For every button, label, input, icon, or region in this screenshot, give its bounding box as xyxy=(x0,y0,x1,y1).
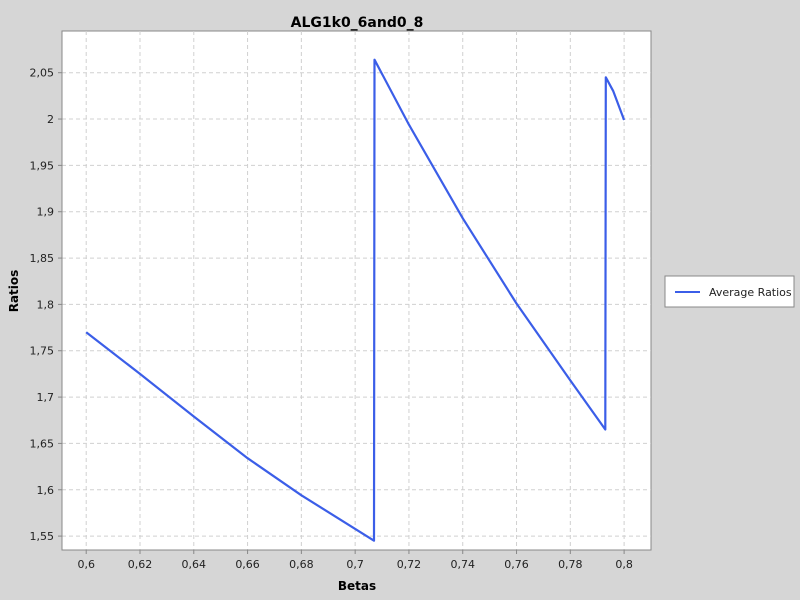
y-tick-label: 2 xyxy=(47,113,54,126)
x-tick-label: 0,68 xyxy=(289,558,314,571)
x-tick-label: 0,72 xyxy=(397,558,422,571)
x-tick-label: 0,76 xyxy=(504,558,529,571)
legend: Average Ratios xyxy=(664,275,795,308)
series-line-average-ratios xyxy=(85,58,626,542)
x-tick-label: 0,64 xyxy=(182,558,207,571)
x-tick-label: 0,8 xyxy=(615,558,633,571)
y-tick-label: 1,95 xyxy=(30,159,55,172)
x-tick-label: 0,7 xyxy=(346,558,364,571)
x-tick-label: 0,78 xyxy=(558,558,583,571)
x-axis-label: Betas xyxy=(338,579,376,593)
y-tick-label: 2,05 xyxy=(30,67,55,80)
legend-label-average-ratios: Average Ratios xyxy=(709,286,792,299)
y-tick-label: 1,85 xyxy=(30,252,55,265)
y-tick-label: 1,65 xyxy=(30,437,55,450)
y-tick-label: 1,7 xyxy=(37,391,55,404)
plot-area xyxy=(61,30,652,551)
x-tick-label: 0,6 xyxy=(77,558,95,571)
y-axis-ticks: 1,55 1,6 1,65 1,7 1,75 1,8 1,85 1,9 1,95 2 2,05 xyxy=(30,67,62,543)
y-tick-label: 1,8 xyxy=(37,298,55,311)
x-axis-ticks: 0,6 0,62 0,64 0,66 0,68 0,7 0,72 0,74 0,76 0,78 0,… xyxy=(77,550,633,571)
grid-lines xyxy=(62,31,651,550)
y-tick-label: 1,55 xyxy=(30,530,55,543)
x-tick-label: 0,62 xyxy=(128,558,153,571)
y-tick-label: 1,9 xyxy=(37,206,55,219)
y-axis-label: Ratios xyxy=(7,270,21,313)
y-tick-label: 1,75 xyxy=(30,345,55,358)
x-tick-label: 0,66 xyxy=(235,558,260,571)
y-tick-label: 1,6 xyxy=(37,484,55,497)
series-layer xyxy=(85,58,626,542)
x-tick-label: 0,74 xyxy=(450,558,475,571)
chart-title: ALG1k0_6and0_8 xyxy=(291,15,424,31)
